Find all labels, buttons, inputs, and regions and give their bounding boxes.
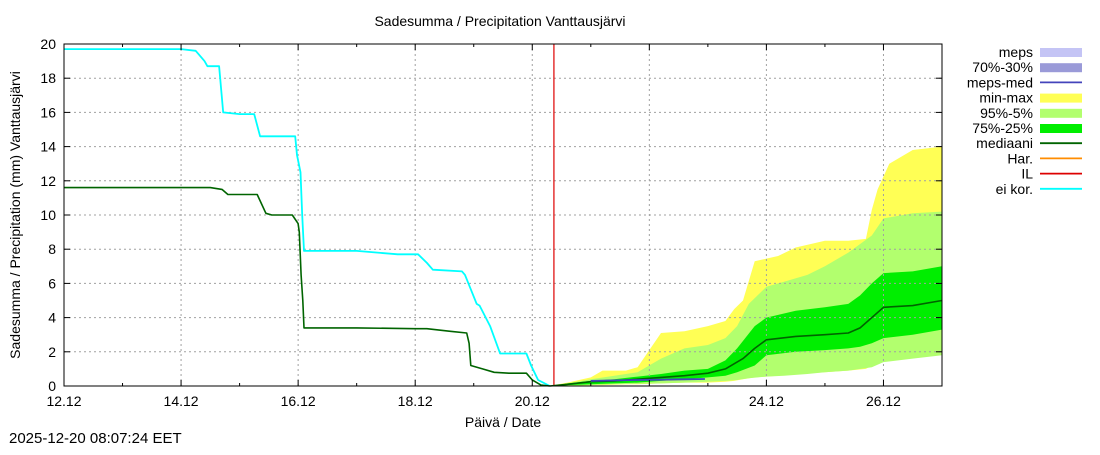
y-tick-label: 14 xyxy=(40,139,56,155)
series-line-ei-kor xyxy=(64,48,551,387)
series-line-mediaani xyxy=(64,186,550,387)
legend-70-30-label: 70%-30% xyxy=(972,59,1033,75)
legend-mediaani-label: mediaani xyxy=(976,135,1033,151)
x-tick-label: 16.12 xyxy=(281,393,316,409)
timestamp: 2025-12-20 08:07:24 EET xyxy=(9,430,182,447)
y-tick-label: 6 xyxy=(48,275,56,291)
y-tick-label: 10 xyxy=(40,207,56,223)
legend-ei-kor-label: ei kor. xyxy=(996,181,1033,197)
y-tick-label: 12 xyxy=(40,173,56,189)
y-tick-label: 18 xyxy=(40,70,56,86)
y-tick-label: 20 xyxy=(40,36,56,52)
x-tick-label: 14.12 xyxy=(164,393,199,409)
x-tick-label: 12.12 xyxy=(46,393,81,409)
x-axis-label: Päivä / Date xyxy=(465,414,541,430)
legend-min-max-swatch xyxy=(1040,93,1082,103)
legend-meps-med-label: meps-med xyxy=(967,74,1033,90)
legend-il-label: IL xyxy=(1021,166,1033,182)
x-tick-label: 24.12 xyxy=(749,393,784,409)
x-tick-label: 26.12 xyxy=(866,393,901,409)
legend-meps-swatch xyxy=(1040,48,1082,57)
y-tick-label: 2 xyxy=(48,344,56,360)
chart-title: Sadesumma / Precipitation Vanttausjärvi xyxy=(374,13,625,29)
legend-95-5-label: 95%-5% xyxy=(980,105,1033,121)
y-axis-label: Sadesumma / Precipitation (mm) Vanttausj… xyxy=(7,71,23,359)
legend-95-5-swatch xyxy=(1040,108,1082,118)
y-tick-label: 0 xyxy=(48,378,56,394)
legend-min-max-label: min-max xyxy=(979,90,1033,106)
legend-75-25-swatch xyxy=(1040,124,1082,133)
y-tick-label: 8 xyxy=(48,241,56,257)
x-tick-label: 18.12 xyxy=(398,393,433,409)
y-tick-label: 16 xyxy=(40,104,56,120)
legend-meps-label: meps xyxy=(999,44,1033,60)
y-tick-label: 4 xyxy=(48,310,56,326)
band-75-25 xyxy=(549,266,942,386)
x-tick-label: 20.12 xyxy=(515,393,550,409)
series-line-meps-med xyxy=(590,378,705,382)
legend-75-25-label: 75%-25% xyxy=(972,120,1033,136)
legend-har-label: Har. xyxy=(1007,150,1033,166)
legend-70-30-swatch xyxy=(1040,63,1082,73)
x-tick-label: 22.12 xyxy=(632,393,667,409)
